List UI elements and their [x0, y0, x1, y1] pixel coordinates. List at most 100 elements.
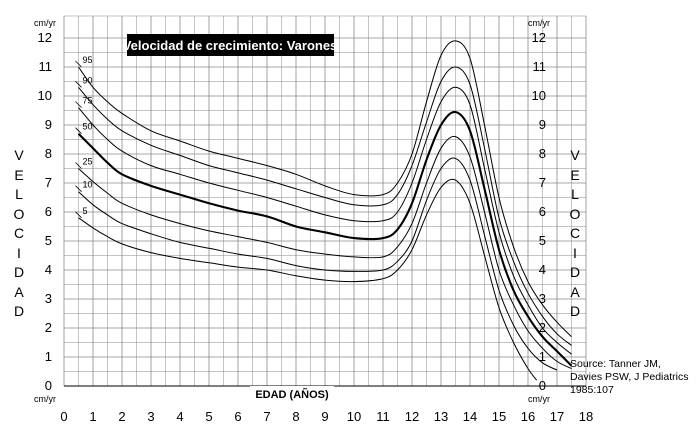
- x-tick-label: 18: [579, 409, 593, 424]
- percentile-label-tick: [75, 127, 82, 134]
- percentile-label-tick: [75, 60, 82, 68]
- percentile-curve-p95: [78, 40, 572, 338]
- y-tick-label-right: 5: [539, 233, 546, 248]
- x-tick-label: 14: [463, 409, 477, 424]
- y-tick-label-left: 10: [38, 88, 52, 103]
- y-tick-label-left: 6: [45, 204, 52, 219]
- percentile-label-p90: 90: [83, 75, 93, 85]
- y-tick-label-right: 3: [539, 291, 546, 306]
- y-tick-label-right: 1: [539, 349, 546, 364]
- y-tick-label-right: 8: [539, 146, 546, 161]
- x-tick-label: 10: [347, 409, 361, 424]
- y-axis-title-letter: A: [14, 283, 24, 300]
- chart-title-box: [127, 34, 334, 56]
- y-axis-title-letter: A: [570, 283, 580, 300]
- x-tick-label: 2: [118, 409, 125, 424]
- percentile-label-p75: 75: [83, 96, 93, 106]
- y-tick-label-right: 10: [532, 88, 546, 103]
- y-axis-title-letter: C: [13, 225, 25, 241]
- y-tick-label-right: 2: [539, 320, 546, 335]
- y-tick-label-left: 5: [45, 233, 52, 248]
- y-tick-label-left: 7: [45, 175, 52, 190]
- unit-top-left: cm/yr: [34, 18, 56, 28]
- x-axis-title: EDAD (AÑOS): [255, 388, 329, 401]
- unit-bottom-left: cm/yr: [34, 394, 56, 404]
- y-axis-title-letter: E: [14, 166, 24, 183]
- y-tick-label-left: 3: [45, 291, 52, 306]
- percentile-label-p5: 5: [83, 206, 88, 216]
- x-tick-labels: 0 1 2 3 4 5 6 7 8 9 10 11 12 13 14 15 16 17 18: [60, 409, 593, 424]
- y-tick-label-left: 2: [45, 320, 52, 335]
- y-tick-label-right: 0: [539, 378, 546, 393]
- y-axis-title-letter: D: [569, 303, 581, 319]
- y-tick-label-right: 12: [532, 30, 546, 45]
- percentile-label-tick: [75, 162, 82, 169]
- y-tick-label-left: 0: [45, 378, 52, 393]
- chart-title: Velocidad de crecimiento: Varones: [123, 38, 338, 53]
- unit-bottom-right: cm/yr: [528, 394, 550, 404]
- unit-top-right: cm/yr: [528, 18, 550, 28]
- percentile-label-p25: 25: [83, 157, 93, 167]
- x-tick-label: 4: [176, 409, 183, 424]
- y-tick-label-left: 12: [38, 30, 52, 45]
- y-tick-label-right: 11: [533, 59, 547, 74]
- y-axis-title-letter: V: [570, 147, 580, 163]
- y-axis-title-letter: L: [15, 186, 23, 202]
- percentile-curve-p25: [78, 135, 572, 370]
- y-axis-title-letter: I: [573, 244, 577, 261]
- x-tick-label: 17: [550, 409, 564, 424]
- y-axis-title-letter: L: [571, 186, 579, 202]
- y-tick-label-right: 4: [539, 262, 546, 277]
- percentile-labels: 95 90 75 50 25 10 5: [75, 55, 93, 219]
- y-axis-title-letter: O: [569, 205, 581, 222]
- y-tick-label-right: 6: [539, 204, 546, 219]
- percentile-curve-p5: [78, 178, 538, 381]
- y-tick-label-left: 4: [45, 262, 52, 277]
- y-tick-label-right: 9: [539, 117, 546, 132]
- x-tick-label: 12: [405, 409, 419, 424]
- y-tick-label-left: 11: [39, 59, 53, 74]
- y-tick-label-left: 1: [45, 349, 52, 364]
- x-tick-label: 3: [147, 409, 154, 424]
- percentile-label-tick: [75, 101, 82, 108]
- x-tick-label: 13: [434, 409, 448, 424]
- x-tick-label: 8: [292, 409, 299, 424]
- y-axis-title-letter: D: [13, 264, 25, 280]
- percentile-label-tick: [75, 185, 82, 192]
- y-axis-title-letter: C: [569, 225, 581, 241]
- percentile-label-tick: [75, 211, 82, 219]
- percentile-label-p10: 10: [83, 180, 93, 190]
- y-axis-title-letter: I: [17, 244, 21, 261]
- x-tick-label: 16: [521, 409, 535, 424]
- x-tick-label: 0: [60, 409, 67, 424]
- percentile-label-p95: 95: [83, 55, 93, 65]
- percentile-curve-p75: [78, 86, 572, 355]
- x-tick-label: 15: [492, 409, 506, 424]
- x-tick-label: 7: [263, 409, 270, 424]
- percentile-label-tick: [75, 81, 82, 88]
- source-note: Source: Tanner JM, Davies PSW, J Pediatr…: [570, 358, 689, 396]
- percentile-curve-p50: [77, 110, 573, 367]
- percentile-label-p50: 50: [83, 122, 93, 132]
- y-axis-title-letter: E: [570, 166, 580, 183]
- y-axis-title-letter: D: [13, 303, 25, 319]
- percentile-curves: [77, 40, 573, 381]
- percentile-curve-p90: [78, 66, 572, 346]
- x-tick-label: 9: [321, 409, 328, 424]
- y-tick-label-left: 8: [45, 146, 52, 161]
- x-axis-title-bg: [250, 386, 334, 400]
- y-tick-label-left: 9: [45, 117, 52, 132]
- percentile-curve-p10: [78, 157, 558, 371]
- x-tick-label: 5: [205, 409, 212, 424]
- x-tick-label: 1: [89, 409, 96, 424]
- y-tick-label-right: 7: [539, 175, 546, 190]
- x-tick-label: 6: [234, 409, 241, 424]
- y-axis-title-letter: O: [13, 205, 25, 222]
- x-tick-label: 11: [376, 409, 390, 424]
- y-axis-title-letter: D: [569, 264, 581, 280]
- y-axis-title-letter: V: [14, 147, 24, 163]
